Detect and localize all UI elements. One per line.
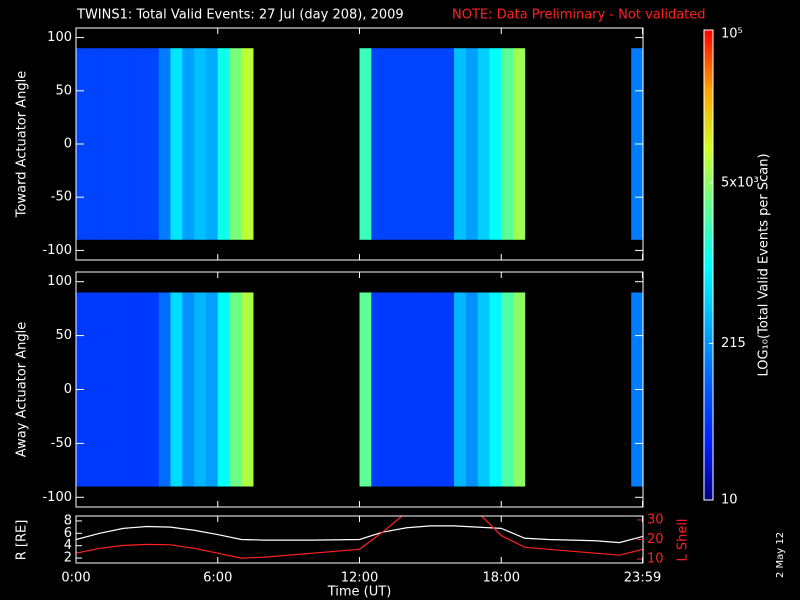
colorbar-tick-label: 10⁵	[721, 27, 743, 42]
heatmap-cell	[87, 48, 100, 240]
heatmap-cell	[442, 292, 455, 487]
heatmap-cell	[513, 292, 526, 487]
heatmap-cell	[205, 48, 219, 240]
heatmap-cell	[359, 292, 372, 487]
y2-tick-label: 20	[647, 532, 664, 547]
heatmap-cell	[430, 292, 443, 487]
heatmap-cell	[170, 48, 183, 240]
heatmap-cell	[123, 292, 136, 487]
y-axis-label: R [RE]	[15, 520, 30, 561]
heatmap-cell	[454, 48, 467, 240]
heatmap-cell	[418, 292, 431, 487]
heatmap-cell	[489, 292, 502, 487]
x-tick-label: 6:00	[203, 571, 232, 586]
heatmap-cell	[406, 48, 419, 240]
heatmap-cell	[194, 292, 207, 487]
footer: 2 May 12	[775, 532, 786, 578]
note: NOTE: Data Preliminary - Not validated	[452, 8, 706, 23]
colorbar-tick-label: 215	[721, 336, 746, 351]
heatmap-cell	[241, 292, 254, 487]
heatmap-cell	[241, 48, 254, 240]
y-tick-label: 100	[47, 274, 72, 289]
heatmap-cell	[194, 48, 207, 240]
heatmap-cell	[135, 48, 148, 240]
heatmap-cell	[87, 292, 100, 487]
heatmap-cell	[205, 292, 219, 487]
heatmap-cell	[394, 292, 408, 487]
chart-title: TWINS1: Total Valid Events: 27 Jul (day …	[76, 8, 404, 23]
y-tick-label: 2	[64, 551, 72, 566]
heatmap-cell	[371, 292, 384, 487]
heatmap-cell	[158, 48, 171, 240]
y2-tick-label: 10	[647, 552, 664, 567]
y2-axis-label: L Shell	[676, 518, 691, 561]
heatmap-cell	[217, 48, 230, 240]
heatmap-cell	[146, 48, 159, 240]
heatmap-cell	[217, 292, 230, 487]
heatmap-cell	[111, 292, 124, 487]
heatmap-cell	[146, 292, 159, 487]
heatmap-cell	[465, 292, 478, 487]
colorbar	[703, 29, 714, 501]
y-tick-label: 0	[64, 382, 72, 397]
heatmap-cell	[477, 292, 490, 487]
x-tick-label: 18:00	[483, 571, 520, 586]
heatmap-cell	[418, 48, 431, 240]
y-tick-label: -100	[42, 243, 72, 258]
heatmap-cell	[111, 48, 124, 240]
heatmap-cell	[394, 48, 408, 240]
heatmap-cell	[501, 292, 514, 487]
heatmap-cell	[383, 48, 396, 240]
y-tick-label: 50	[55, 83, 72, 98]
x-tick-label: 23:59	[624, 571, 661, 586]
heatmap-cell	[99, 292, 112, 487]
y-tick-label: 100	[47, 30, 72, 45]
y-tick-label: -50	[51, 436, 72, 451]
y-tick-label: 50	[55, 328, 72, 343]
heatmap-cell	[229, 292, 242, 487]
colorbar-tick-label: 10	[721, 493, 738, 508]
y-tick-label: -50	[51, 190, 72, 205]
y-tick-label: 6	[64, 526, 72, 541]
heatmap-cell	[99, 48, 112, 240]
heatmap-cell	[406, 292, 419, 487]
colorbar-label: LOG₁₀(Total Valid Events per Scan)	[757, 153, 772, 376]
heatmap-cell	[170, 292, 183, 487]
y-tick-label: 0	[64, 137, 72, 152]
heatmap-cell	[182, 292, 195, 487]
heatmap-cell	[442, 48, 455, 240]
heatmap-cell	[383, 292, 396, 487]
y-tick-label: -100	[42, 490, 72, 505]
y-tick-label: 8	[64, 513, 72, 528]
y-tick-label: 4	[64, 538, 72, 553]
y-axis-label: Away Actuator Angle	[15, 322, 30, 457]
heatmap-cell	[465, 48, 478, 240]
y-axis-label: Toward Actuator Angle	[15, 71, 30, 218]
heatmap-cell	[182, 48, 195, 240]
x-axis-label: Time (UT)	[327, 585, 392, 600]
x-tick-label: 0:00	[61, 571, 90, 586]
y2-tick-label: 30	[647, 512, 664, 527]
heatmap-cell	[123, 48, 136, 240]
heatmap-cell	[477, 48, 490, 240]
colorbar-tick-label: 5x10³	[721, 175, 759, 190]
heatmap-cell	[489, 48, 502, 240]
line-series	[76, 525, 643, 544]
heatmap-cell	[158, 292, 171, 487]
heatmap-cell	[501, 48, 514, 240]
heatmap-cell	[359, 48, 372, 240]
heatmap-cell	[513, 48, 526, 240]
heatmap-cell	[229, 48, 242, 240]
heatmap-cell	[135, 292, 148, 487]
heatmap-cell	[454, 292, 467, 487]
line-series	[76, 516, 643, 559]
x-tick-label: 12:00	[341, 571, 378, 586]
heatmap-cell	[371, 48, 384, 240]
heatmap-cell	[430, 48, 443, 240]
